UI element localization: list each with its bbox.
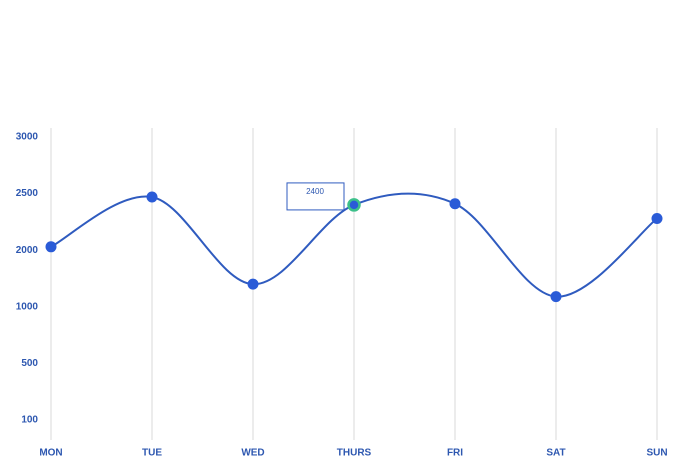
tooltip: 2400 — [286, 182, 345, 211]
y-tick-label: 3000 — [16, 132, 39, 143]
point — [45, 241, 57, 253]
tooltip-box — [286, 182, 345, 211]
y-tick-label: 2000 — [16, 245, 39, 256]
y-tick-label: 2500 — [16, 188, 39, 199]
point — [146, 191, 158, 203]
x-tick-label: FRI — [447, 448, 463, 459]
x-tick-label: SAT — [546, 448, 565, 459]
x-tick-label: WED — [241, 448, 264, 459]
y-tick-label: 1000 — [16, 301, 39, 312]
point — [550, 291, 562, 303]
point — [651, 213, 663, 225]
x-tick-label: TUE — [142, 448, 162, 459]
x-tick-label: MON — [39, 448, 62, 459]
y-tick-label: 100 — [21, 415, 38, 426]
point — [347, 198, 361, 212]
y-tick-label: 500 — [21, 358, 38, 369]
x-tick-label: THURS — [337, 448, 372, 459]
tooltip-text: 2400 — [306, 187, 324, 196]
point — [449, 198, 461, 210]
point — [247, 278, 259, 290]
x-tick-label: SUN — [646, 448, 667, 459]
